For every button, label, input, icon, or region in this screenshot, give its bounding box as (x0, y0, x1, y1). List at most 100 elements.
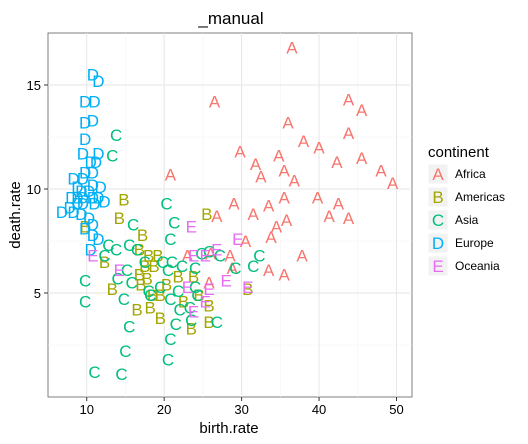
data-point-africa: A (343, 91, 355, 110)
data-point-asia: C (156, 253, 168, 272)
data-point-americas: B (203, 313, 214, 332)
data-point-asia: C (115, 365, 127, 384)
data-point-asia: C (79, 272, 91, 291)
data-point-asia: C (214, 247, 226, 266)
data-point-americas: B (107, 280, 118, 299)
data-point-europe: D (77, 188, 89, 207)
data-point-americas: B (143, 247, 154, 266)
data-point-africa: A (271, 217, 283, 236)
data-point-africa: A (263, 261, 275, 280)
data-point-asia: C (185, 311, 197, 330)
data-point-europe: D (67, 170, 79, 189)
legend-label-europe: Europe (455, 236, 494, 250)
data-point-oceania: E (87, 247, 98, 266)
data-point-asia: C (191, 286, 203, 305)
data-point-americas: B (134, 265, 145, 284)
legend-label-americas: Americas (455, 190, 505, 204)
data-point-asia: C (174, 301, 186, 320)
data-point-asia: C (253, 247, 265, 266)
data-point-africa: A (312, 188, 324, 207)
data-point-americas: B (141, 269, 152, 288)
data-point-africa: A (289, 172, 301, 191)
data-point-asia: C (170, 315, 182, 334)
data-point-asia: C (144, 286, 156, 305)
data-point-americas: B (134, 240, 145, 259)
data-point-asia: C (211, 313, 223, 332)
y-axis-title: death.rate (7, 181, 24, 249)
data-point-europe: D (79, 93, 91, 112)
data-point-europe: D (95, 178, 107, 197)
data-point-asia: C (166, 253, 178, 272)
chart-title: _manual (197, 9, 263, 28)
data-point-americas: B (155, 309, 166, 328)
data-point-africa: A (165, 165, 177, 184)
data-point-africa: A (248, 205, 260, 224)
data-point-africa: A (205, 244, 217, 263)
legend-label-asia: Asia (455, 213, 479, 227)
legend-symbol-americas: B (432, 188, 443, 207)
legend-title: continent (428, 144, 490, 161)
data-point-oceania: E (114, 261, 125, 280)
data-point-africa: A (333, 195, 345, 214)
legend-label-africa: Africa (455, 167, 486, 181)
data-point-americas: B (152, 247, 163, 266)
x-axis-title: birth.rate (199, 420, 258, 437)
y-tick-label: 5 (34, 286, 41, 301)
data-point-americas: B (161, 276, 172, 295)
data-point-europe: D (88, 195, 100, 214)
legend-key-europe (427, 232, 449, 254)
panel-border (47, 32, 413, 398)
data-point-asia: C (154, 278, 166, 297)
data-point-asia: C (106, 147, 118, 166)
data-point-oceania: E (200, 292, 211, 311)
data-point-asia: C (168, 213, 180, 232)
legend-key-oceania (427, 255, 449, 277)
data-point-oceania: E (188, 247, 199, 266)
data-point-asia: C (118, 290, 130, 309)
data-point-africa: A (265, 228, 277, 247)
data-point-europe: D (75, 205, 87, 224)
data-point-europe: D (92, 230, 104, 249)
data-point-asia: C (164, 290, 176, 309)
data-point-americas: B (147, 286, 158, 305)
data-point-asia: C (184, 299, 196, 318)
data-point-europe: D (65, 188, 77, 207)
data-point-asia: C (160, 195, 172, 214)
data-point-africa: A (240, 232, 252, 251)
legend-symbol-africa: A (432, 165, 444, 184)
data-point-africa: A (228, 195, 240, 214)
data-point-americas: B (139, 257, 150, 276)
data-point-americas: B (80, 217, 91, 236)
data-point-europe: D (87, 188, 99, 207)
data-point-europe: D (77, 170, 89, 189)
data-point-africa: A (343, 209, 355, 228)
data-point-europe: D (71, 178, 83, 197)
data-point-africa: A (296, 247, 308, 266)
data-point-europe: D (67, 203, 79, 222)
legend-symbol-oceania: E (432, 257, 443, 276)
data-point-europe: D (64, 199, 76, 218)
data-point-europe: D (79, 163, 91, 182)
data-point-americas: B (135, 276, 146, 295)
data-point-africa: A (375, 161, 387, 180)
data-point-africa: A (387, 174, 399, 193)
data-point-europe: D (88, 93, 100, 112)
plot-panel (47, 32, 413, 398)
data-point-europe: D (79, 130, 91, 149)
legend-symbol-europe: D (432, 234, 444, 253)
data-point-americas: B (114, 209, 125, 228)
data-point-asia: C (247, 257, 259, 276)
data-point-africa: A (282, 113, 294, 132)
data-point-asia: C (203, 242, 215, 261)
data-point-asia: C (189, 259, 201, 278)
data-point-oceania: E (188, 303, 199, 322)
data-point-africa: A (313, 138, 325, 157)
data-point-americas: B (145, 299, 156, 318)
data-point-asia: C (162, 261, 174, 280)
data-point-americas: B (188, 267, 199, 286)
data-point-europe: D (87, 111, 99, 130)
data-point-asia: C (195, 244, 207, 263)
data-point-asia: C (176, 257, 188, 276)
data-point-americas: B (178, 292, 189, 311)
